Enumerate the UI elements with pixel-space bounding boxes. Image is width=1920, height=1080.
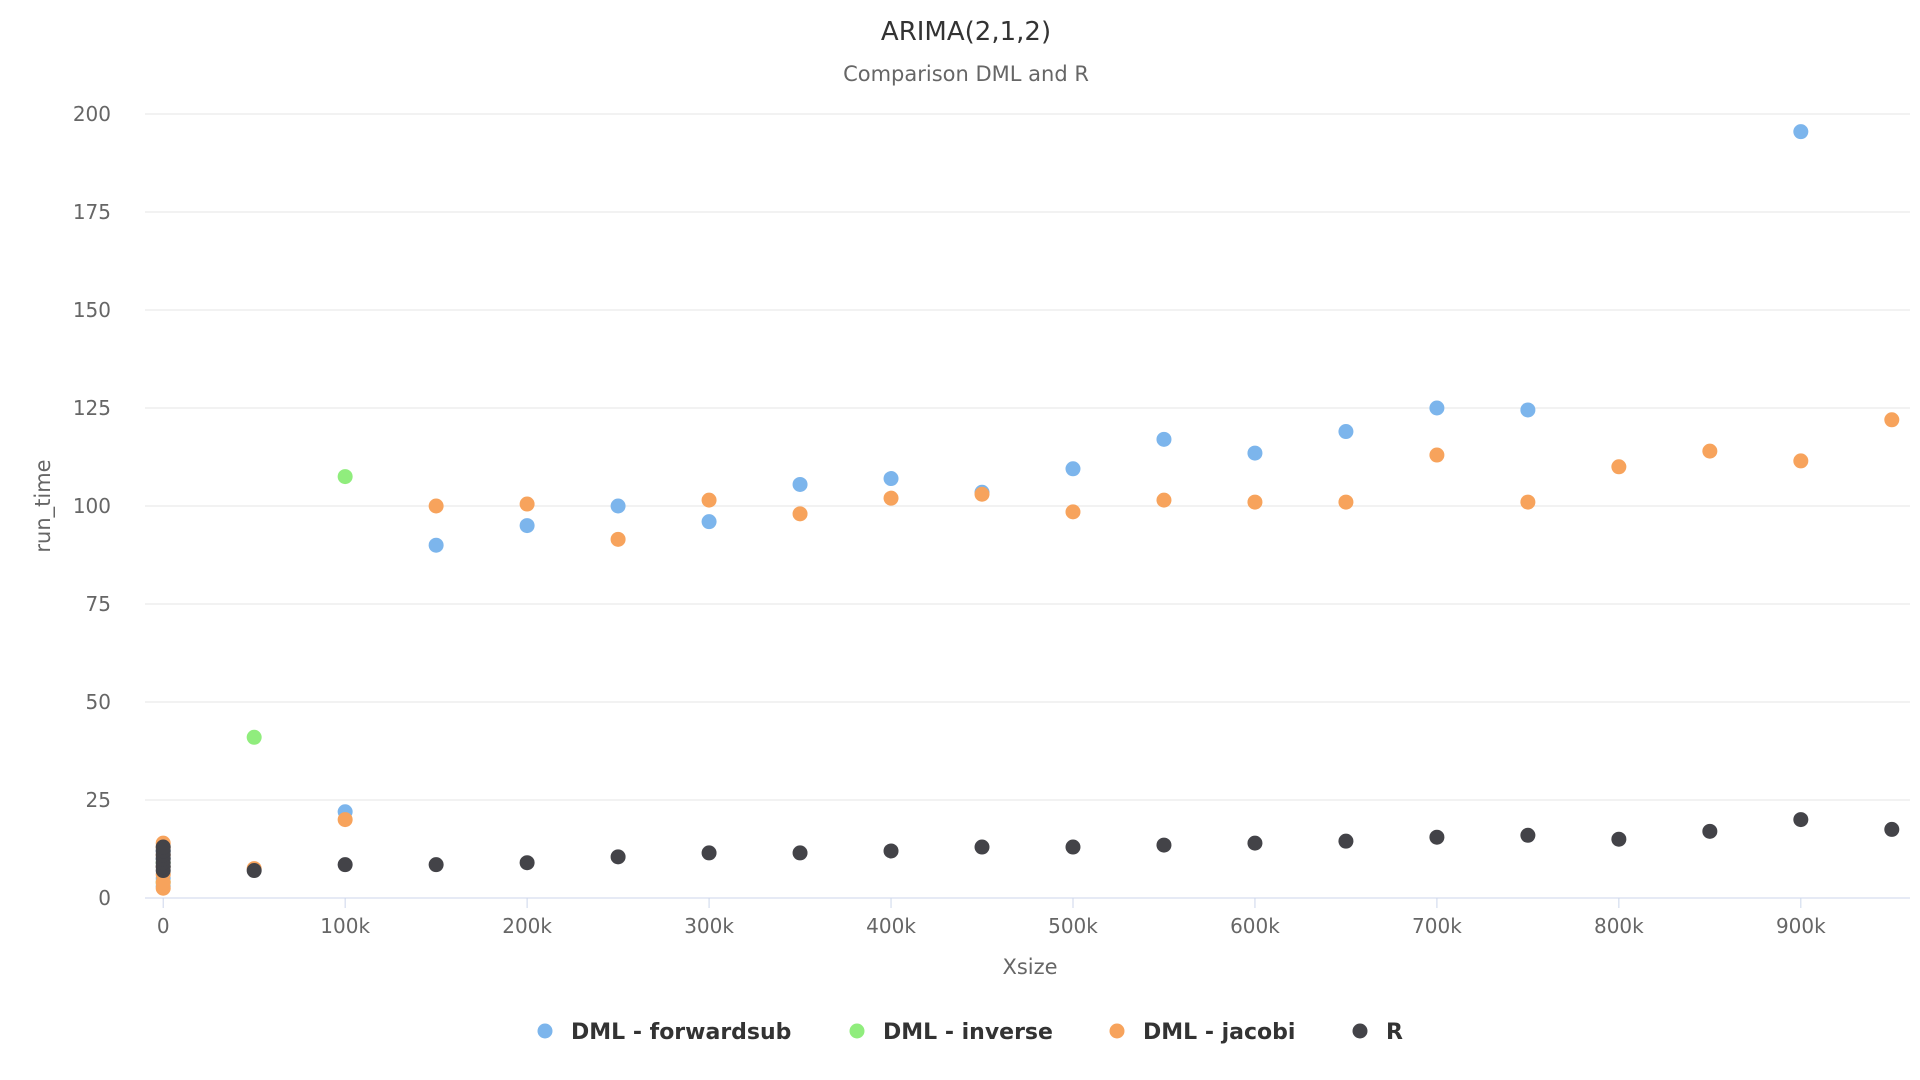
legend-marker [1109,1023,1125,1039]
data-point[interactable] [1338,833,1354,849]
data-point[interactable] [1702,823,1718,839]
legend-marker [537,1023,553,1039]
y-tick-label: 125 [73,396,111,420]
x-axis-tick-labels: 0 100k 200k 300k 400k 500k 600k 700k 800k 900k [157,914,1826,938]
legend-item[interactable]: DML - jacobi [1109,1020,1296,1045]
data-point[interactable] [1793,812,1809,828]
data-point[interactable] [1429,400,1445,416]
y-tick-label: 25 [86,788,111,812]
series-dml-jacobi [155,412,1900,896]
data-point[interactable] [1338,424,1354,440]
data-point[interactable] [701,492,717,508]
x-tick-label: 400k [866,914,916,938]
data-point[interactable] [1429,447,1445,463]
y-axis-tick-labels: 0 25 50 75 100 125 150 175 200 [73,102,111,910]
series-r [155,812,1900,879]
data-point[interactable] [246,729,262,745]
data-point[interactable] [1156,837,1172,853]
legend-item[interactable]: DML - forwardsub [537,1020,792,1045]
data-point[interactable] [883,471,899,487]
data-point[interactable] [1247,494,1263,510]
data-point[interactable] [974,839,990,855]
data-point[interactable] [701,514,717,530]
data-point[interactable] [1065,504,1081,520]
data-point[interactable] [428,857,444,873]
data-point[interactable] [610,531,626,547]
legend-label: DML - jacobi [1143,1020,1295,1045]
data-point[interactable] [1429,829,1445,845]
data-point[interactable] [1156,492,1172,508]
data-point[interactable] [1884,821,1900,837]
data-point[interactable] [1702,443,1718,459]
y-tick-label: 50 [86,690,111,714]
data-point[interactable] [337,469,353,485]
data-point[interactable] [1520,494,1536,510]
data-point[interactable] [792,476,808,492]
x-tick-label: 0 [157,914,170,938]
y-tick-label: 150 [73,298,111,322]
chart-title: ARIMA(2,1,2) [881,17,1051,47]
data-point[interactable] [1065,839,1081,855]
x-tick-label: 200k [502,914,552,938]
data-point[interactable] [610,849,626,865]
y-tick-label: 175 [73,200,111,224]
data-point[interactable] [337,857,353,873]
data-point[interactable] [428,537,444,553]
grid-lines [145,113,1910,801]
x-axis-tick-marks [162,898,1802,908]
data-point[interactable] [701,845,717,861]
data-point[interactable] [792,506,808,522]
data-point[interactable] [337,812,353,828]
data-point[interactable] [1338,494,1354,510]
data-point[interactable] [610,498,626,514]
data-point[interactable] [883,490,899,506]
data-point[interactable] [519,496,535,512]
y-tick-label: 75 [86,592,111,616]
x-tick-label: 700k [1412,914,1462,938]
legend-label: R [1386,1020,1403,1045]
data-point[interactable] [1247,835,1263,851]
y-tick-label: 200 [73,102,111,126]
legend-item[interactable]: DML - inverse [849,1020,1053,1045]
legend-label: DML - forwardsub [571,1020,791,1045]
x-tick-label: 100k [320,914,370,938]
data-point[interactable] [519,855,535,871]
x-tick-label: 500k [1048,914,1098,938]
data-point[interactable] [1611,459,1627,475]
legend-marker [1352,1023,1368,1039]
x-axis-title: Xsize [1002,955,1057,979]
legend-label: DML - inverse [883,1020,1053,1045]
data-point[interactable] [1884,412,1900,428]
data-point[interactable] [155,839,171,855]
data-point[interactable] [246,863,262,879]
data-point[interactable] [974,486,990,502]
data-point[interactable] [792,845,808,861]
data-point[interactable] [1065,461,1081,477]
chart-subtitle: Comparison DML and R [843,62,1089,86]
x-tick-label: 300k [684,914,734,938]
data-point[interactable] [883,843,899,859]
legend-marker [849,1023,865,1039]
data-point[interactable] [428,498,444,514]
legend: DML - forwardsub DML - inverse DML - jacob… [537,1020,1404,1045]
series-dml-forwardsub [155,124,1809,894]
data-point[interactable] [519,518,535,534]
x-tick-label: 600k [1230,914,1280,938]
data-point[interactable] [1793,453,1809,469]
y-axis-title: run_time [31,459,56,552]
data-point[interactable] [1247,445,1263,461]
data-point[interactable] [1520,402,1536,418]
data-point[interactable] [1520,827,1536,843]
x-tick-label: 800k [1594,914,1644,938]
legend-item[interactable]: R [1352,1020,1404,1045]
x-tick-label: 900k [1776,914,1826,938]
data-point[interactable] [1793,124,1809,140]
series-dml-inverse [155,469,353,890]
data-points [155,124,1900,896]
y-tick-label: 0 [98,886,111,910]
y-tick-label: 100 [73,494,111,518]
data-point[interactable] [1156,431,1172,447]
data-point[interactable] [1611,831,1627,847]
